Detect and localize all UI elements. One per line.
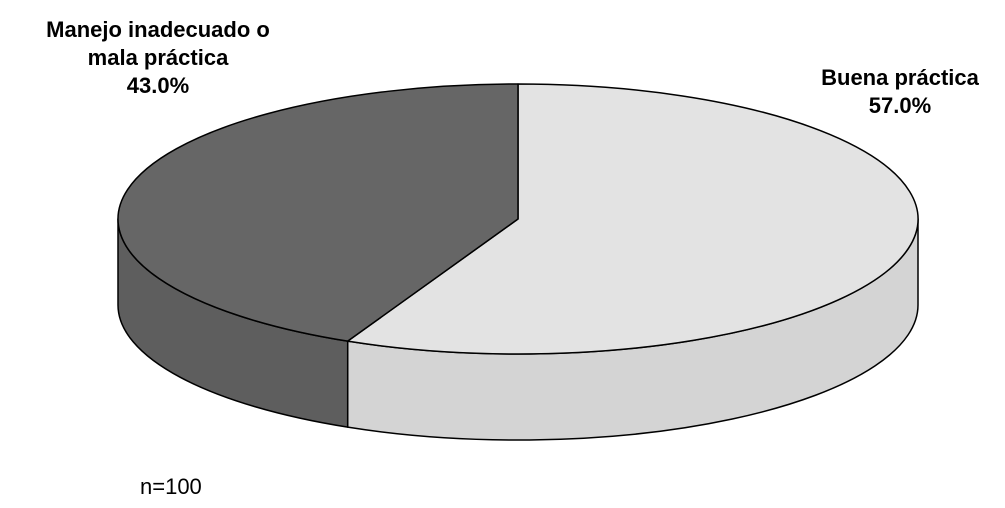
slice-value-label: 57.0% bbox=[868, 93, 932, 118]
pie-slice bbox=[117, 83, 519, 342]
slice-label-buena-practica: Buena práctica 57.0% bbox=[790, 64, 1005, 120]
pie-tops bbox=[117, 83, 919, 355]
slice-label-mala-practica: Manejo inadecuado o mala práctica 43.0% bbox=[8, 16, 308, 100]
pie-slice bbox=[346, 83, 919, 355]
slice-label-line: mala práctica bbox=[87, 45, 229, 70]
slice-label-line: Manejo inadecuado o bbox=[46, 17, 270, 42]
slice-label-line: Buena práctica bbox=[821, 65, 979, 90]
sample-size-note: n=100 bbox=[140, 474, 202, 499]
slice-value-label: 43.0% bbox=[126, 73, 190, 98]
